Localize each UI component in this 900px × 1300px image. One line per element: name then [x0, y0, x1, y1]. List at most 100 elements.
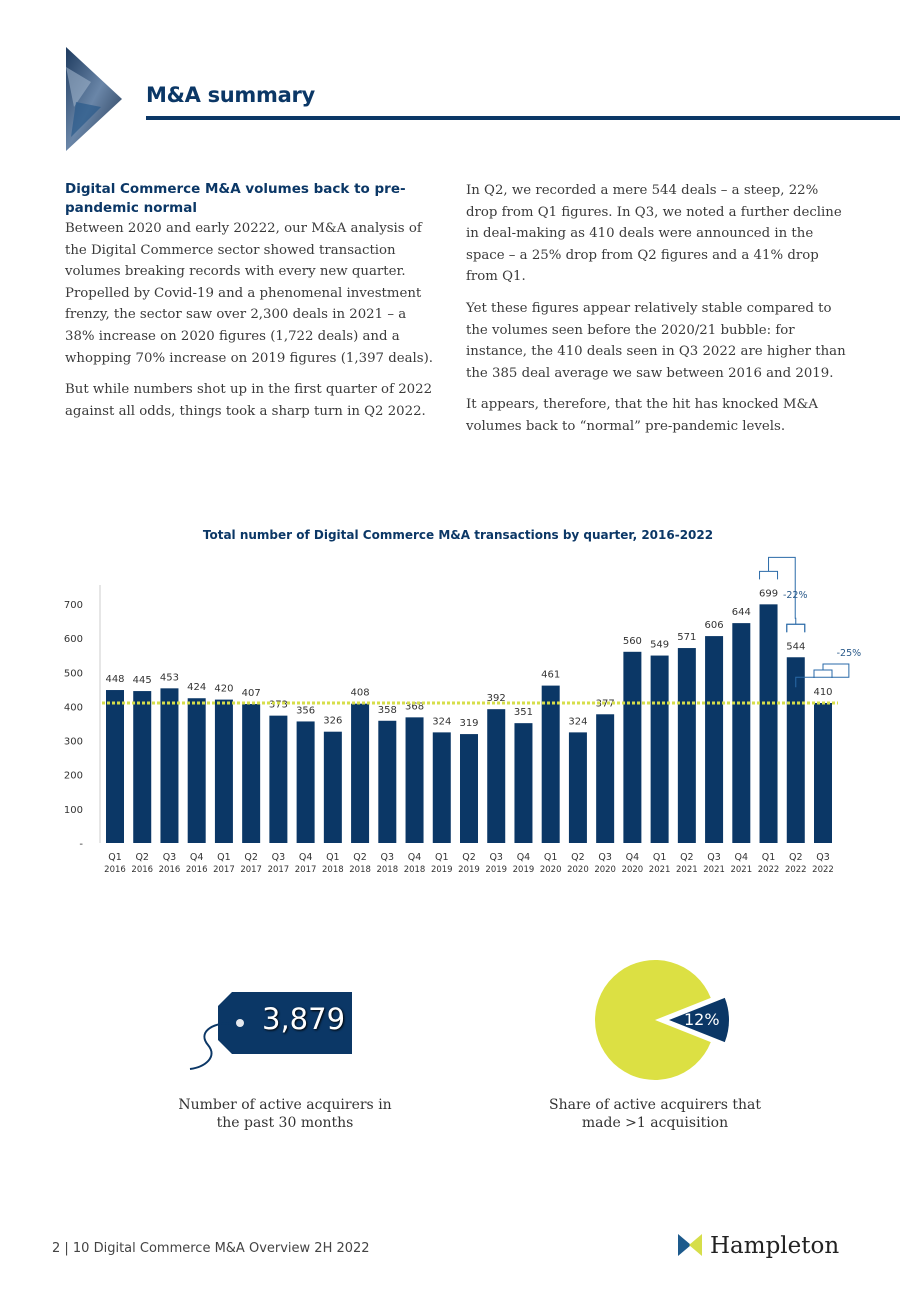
bar [405, 717, 424, 843]
data-label: 326 [323, 716, 342, 727]
data-label: 358 [378, 705, 397, 716]
y-tick-label: 500 [64, 668, 83, 679]
bar [214, 699, 233, 843]
x-tick-label: 2018 [349, 865, 371, 875]
x-tick-label: 2016 [186, 865, 208, 875]
paragraph: But while numbers shot up in the first q… [65, 382, 433, 419]
data-label: 392 [487, 693, 506, 704]
caption-line: made >1 acquisition [581, 1115, 729, 1131]
x-tick-label: Q2 [353, 852, 367, 863]
data-label: 408 [351, 688, 370, 699]
data-label: 544 [786, 641, 805, 652]
bar [106, 690, 124, 843]
title-underline [146, 116, 900, 120]
data-label: 424 [187, 682, 206, 693]
x-tick-label: 2018 [322, 865, 344, 875]
change-label: -25% [837, 648, 862, 659]
x-tick-label: Q3 [598, 852, 612, 863]
data-label: 324 [568, 716, 587, 727]
x-tick-label: 2017 [295, 865, 317, 875]
price-tag-graphic [189, 992, 352, 1070]
x-tick-label: 2022 [785, 865, 807, 875]
chart-title: Total number of Digital Commerce M&A tra… [202, 528, 714, 542]
x-tick-label: Q3 [272, 852, 286, 863]
bar-chart: - 100 200 300 400 500 600 700 448 Q1 2016 445 Q2 2016… [64, 556, 862, 875]
data-label: 410 [813, 687, 832, 698]
right-column: In Q2, we recorded a mere 544 deals – a … [466, 180, 846, 448]
x-tick-label: 2017 [240, 865, 262, 875]
data-label: 560 [623, 636, 642, 647]
data-label: 319 [459, 718, 478, 729]
x-tick-label: 2020 [594, 865, 616, 875]
bar [759, 604, 778, 843]
x-tick-label: 2016 [131, 865, 153, 875]
brand-name: Hampleton [710, 1233, 840, 1259]
data-label: 571 [677, 632, 696, 643]
bar [432, 732, 451, 843]
data-label: 373 [269, 700, 288, 711]
data-label: 445 [133, 675, 152, 686]
bar [596, 714, 615, 843]
bar [705, 636, 724, 843]
y-tick-label: 600 [64, 634, 83, 645]
bar [269, 715, 288, 843]
data-label: 420 [214, 684, 233, 695]
bar [732, 623, 751, 843]
x-tick-label: Q3 [163, 852, 177, 863]
paragraph: Between 2020 and early 20222, our M&A an… [65, 221, 434, 366]
x-tick-label: 2022 [812, 865, 834, 875]
x-tick-label: Q2 [135, 852, 149, 863]
x-tick-label: Q1 [217, 852, 231, 863]
x-tick-label: 2016 [104, 865, 126, 875]
bar [623, 651, 642, 843]
pie-slice-share [669, 997, 729, 1043]
data-label: 377 [596, 698, 615, 709]
x-tick-label: 2021 [730, 865, 752, 875]
data-label: 356 [296, 705, 315, 716]
share-value: 12% [684, 1010, 720, 1029]
data-label: 644 [732, 607, 751, 618]
x-tick-label: Q1 [544, 852, 558, 863]
bar [160, 688, 179, 843]
bar [514, 723, 533, 843]
x-tick-label: 2020 [540, 865, 562, 875]
x-tick-label: 2020 [622, 865, 644, 875]
x-tick-label: Q4 [190, 852, 204, 863]
x-tick-label: 2021 [676, 865, 698, 875]
data-label: 699 [759, 588, 778, 599]
x-tick-label: 2018 [404, 865, 426, 875]
data-label: 453 [160, 672, 179, 683]
x-tick-label: Q1 [653, 852, 667, 863]
bar [568, 732, 587, 843]
pie-chart [595, 960, 729, 1080]
x-tick-label: 2020 [567, 865, 589, 875]
x-tick-label: Q3 [381, 852, 395, 863]
x-tick-label: Q2 [571, 852, 585, 863]
bracket-connector [768, 556, 797, 625]
y-tick-label: 700 [64, 600, 83, 611]
x-tick-label: 2017 [213, 865, 235, 875]
x-tick-label: 2022 [758, 865, 780, 875]
x-tick-label: Q1 [762, 852, 776, 863]
hampleton-logo-icon [678, 1234, 702, 1256]
bar [378, 720, 397, 843]
x-tick-label: 2021 [649, 865, 671, 875]
x-tick-label: Q4 [626, 852, 640, 863]
bar [133, 691, 152, 843]
x-tick-label: 2019 [431, 865, 453, 875]
x-tick-label: 2019 [458, 865, 480, 875]
paragraph: In Q2, we recorded a mere 544 deals – a … [466, 183, 842, 285]
y-tick-label: - [79, 839, 83, 850]
data-label: 368 [405, 701, 424, 712]
header-triangle-graphic [66, 47, 122, 151]
x-tick-label: 2019 [513, 865, 535, 875]
bracket [759, 570, 779, 580]
share-caption: Share of active acquirers that made >1 a… [520, 1096, 790, 1132]
data-label: 351 [514, 707, 533, 718]
bar [242, 704, 261, 843]
data-label: 606 [705, 620, 724, 631]
y-tick-label: 400 [64, 702, 83, 713]
caption-line: Number of active acquirers in [178, 1097, 392, 1113]
data-label: 448 [105, 674, 124, 685]
bracket [786, 623, 806, 633]
